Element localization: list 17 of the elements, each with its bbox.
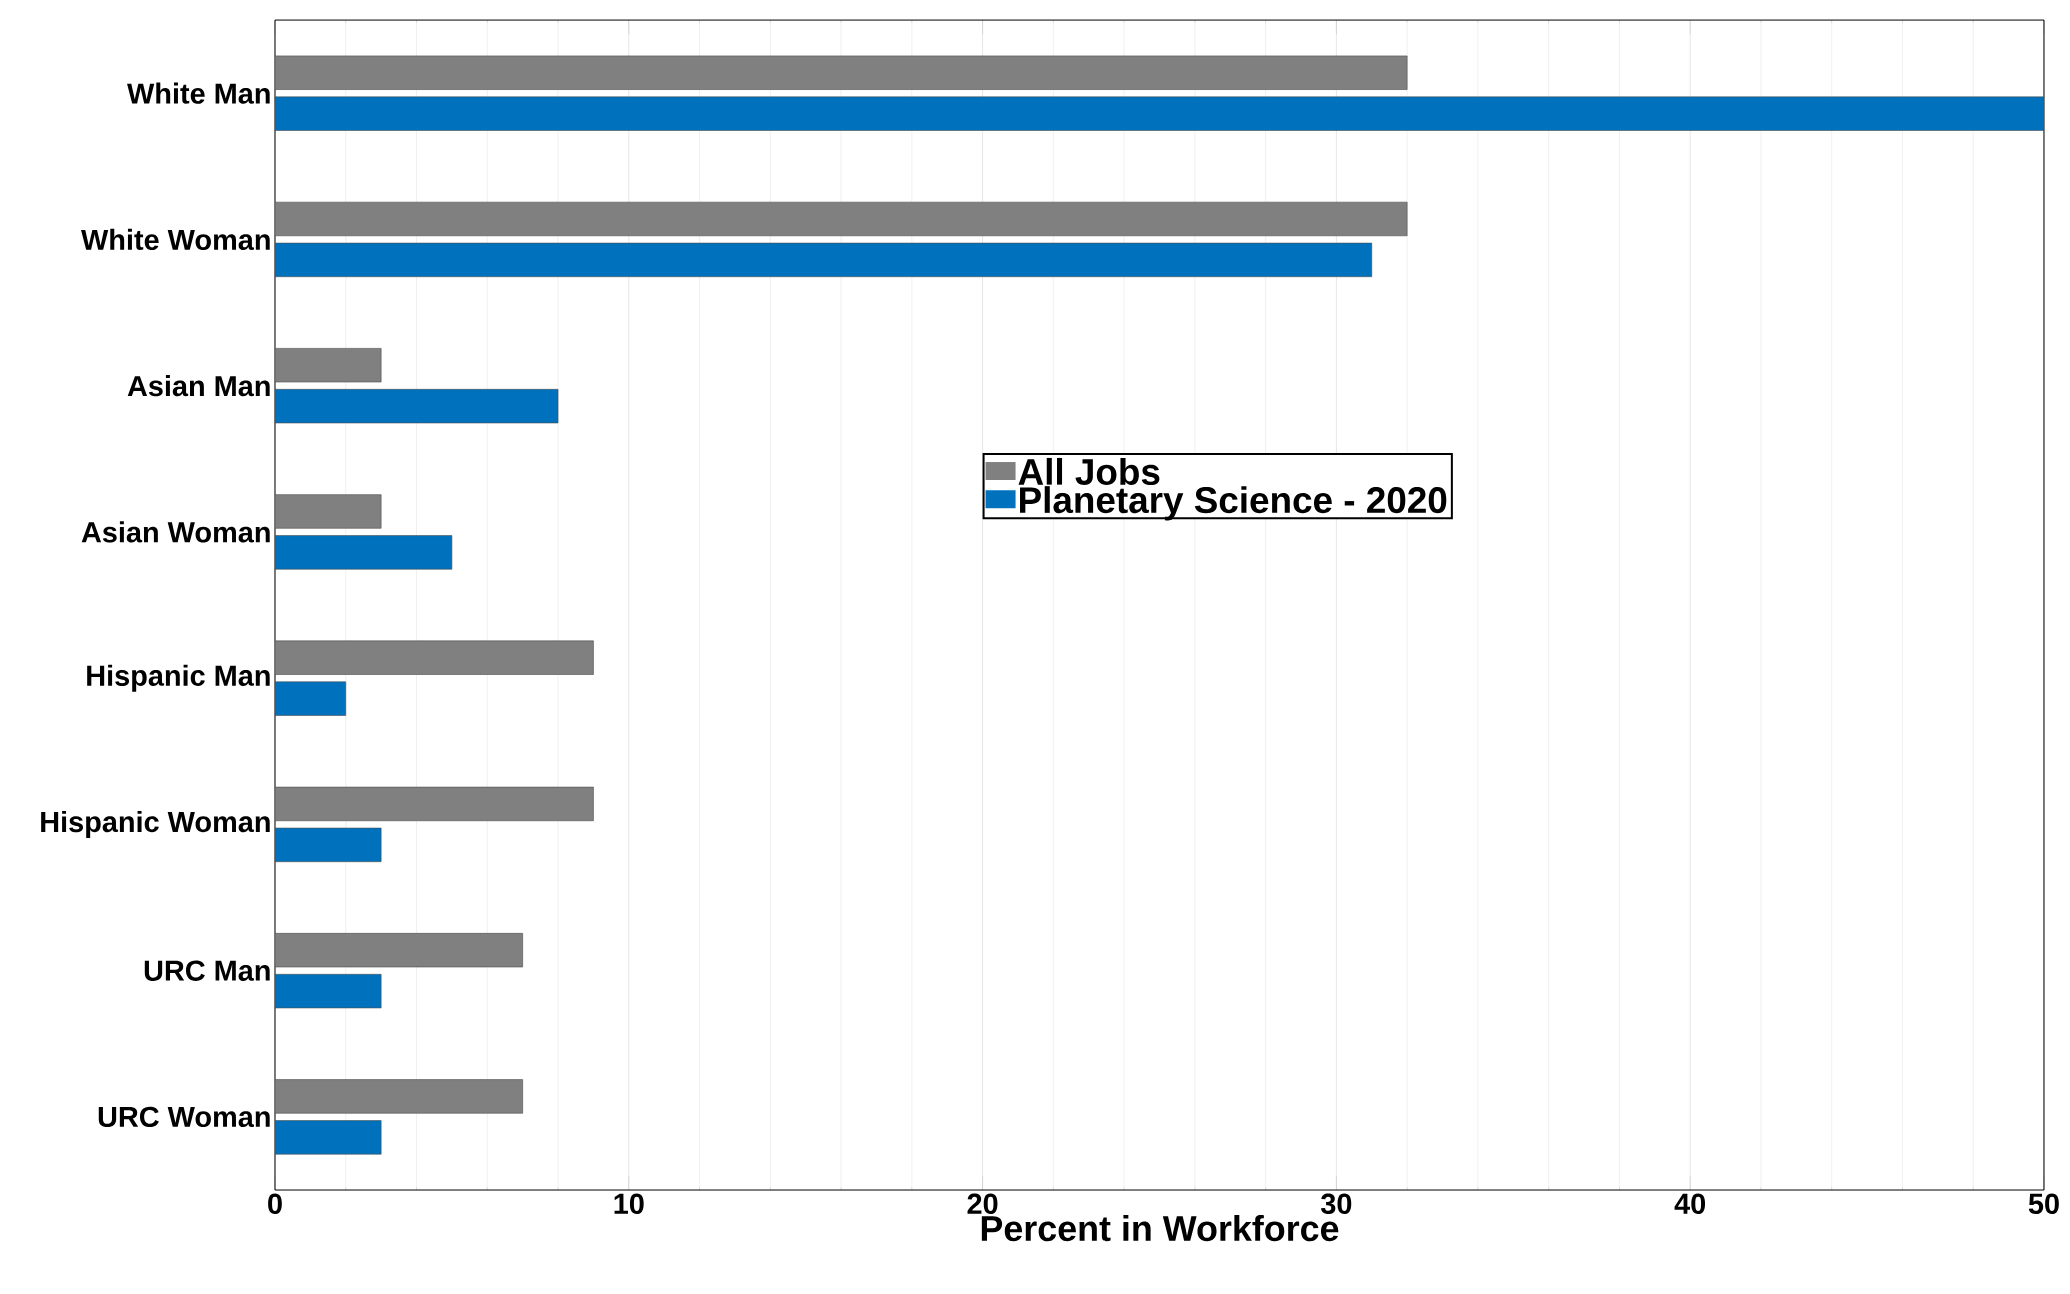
x-tick-label: 30 <box>1320 1193 1352 1215</box>
x-axis-title: Percent in Workforce <box>981 1214 1339 1242</box>
y-tick-label: Asian Man <box>127 375 270 397</box>
x-tick-label: 10 <box>614 1193 644 1214</box>
x-tick-label: 0 <box>268 1193 282 1214</box>
legend-label: Planetary Science - 2020 <box>1020 486 1447 521</box>
y-tick-label: Hispanic Woman <box>41 810 270 838</box>
x-tick-label: 40 <box>1674 1193 1706 1214</box>
y-tick-label: White Woman <box>81 228 270 251</box>
legend-label: All Jobs <box>1018 457 1160 485</box>
y-tick-label: White Man <box>127 82 270 104</box>
y-tick-label: URC Woman <box>98 1106 270 1128</box>
y-tick-label: URC Man <box>144 960 270 981</box>
x-tick-label: 20 <box>967 1193 998 1214</box>
x-tick-label: 50 <box>2028 1193 2059 1214</box>
y-tick-label: Asian Woman <box>81 521 270 543</box>
y-tick-label: Hispanic Man <box>87 664 270 692</box>
